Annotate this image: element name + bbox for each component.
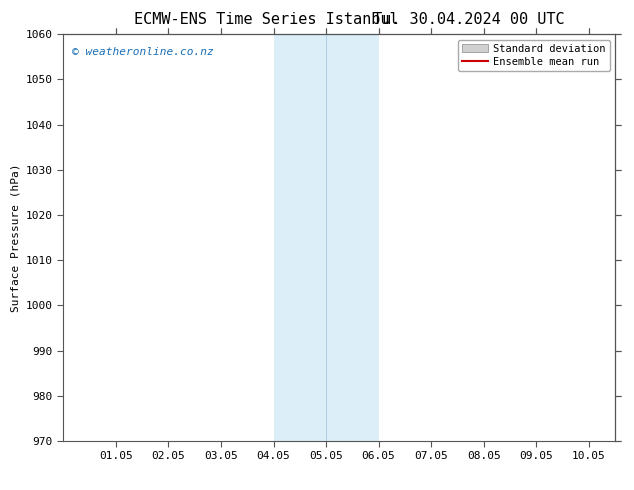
Y-axis label: Surface Pressure (hPa): Surface Pressure (hPa) <box>10 163 20 312</box>
Bar <box>273 34 378 441</box>
Legend: Standard deviation, Ensemble mean run: Standard deviation, Ensemble mean run <box>458 40 610 71</box>
Text: ECMW-ENS Time Series Istanbul: ECMW-ENS Time Series Istanbul <box>134 12 399 27</box>
Text: © weatheronline.co.nz: © weatheronline.co.nz <box>72 47 214 56</box>
Text: Tu. 30.04.2024 00 UTC: Tu. 30.04.2024 00 UTC <box>373 12 565 27</box>
